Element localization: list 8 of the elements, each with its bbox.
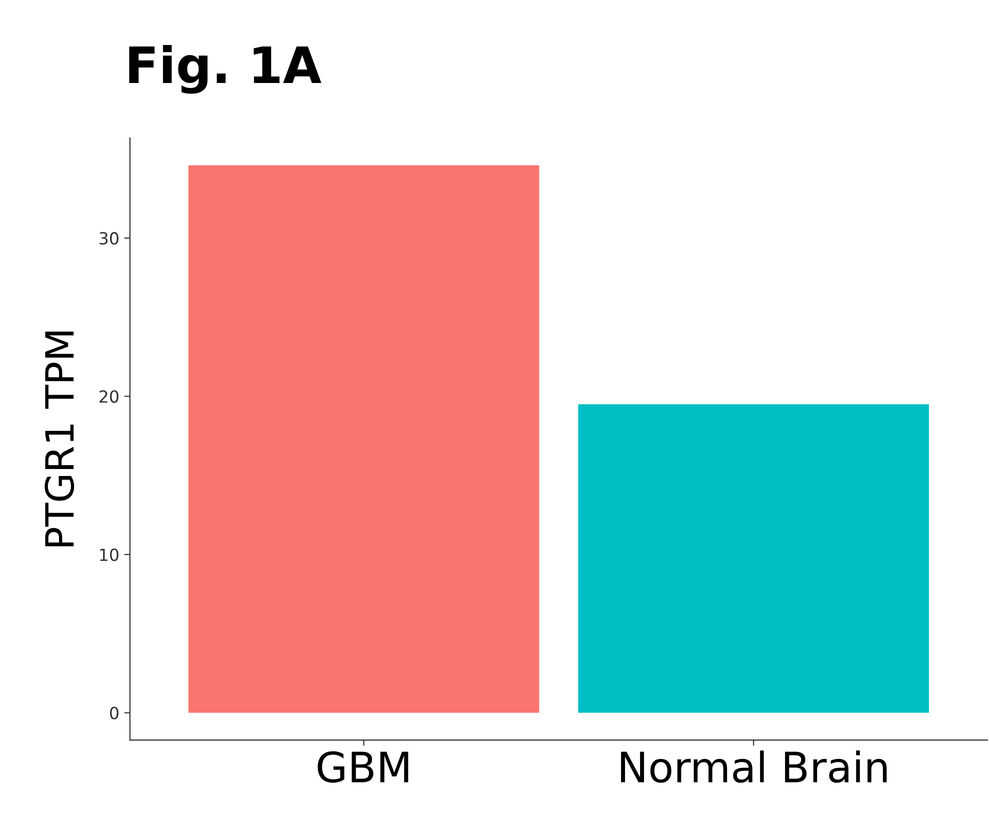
x-tick-label: GBM (318, 751, 408, 783)
y-tick-label: 30 (100, 232, 118, 245)
y-axis-title: PTGR1 TPM (44, 332, 74, 546)
y-tick-label: 10 (100, 548, 118, 562)
chart-title: Fig. 1A (129, 44, 322, 94)
x-tick-label: Normal Brain (621, 750, 887, 783)
y-tick-label: 20 (100, 390, 118, 403)
y-tick-label: 0 (110, 706, 118, 720)
